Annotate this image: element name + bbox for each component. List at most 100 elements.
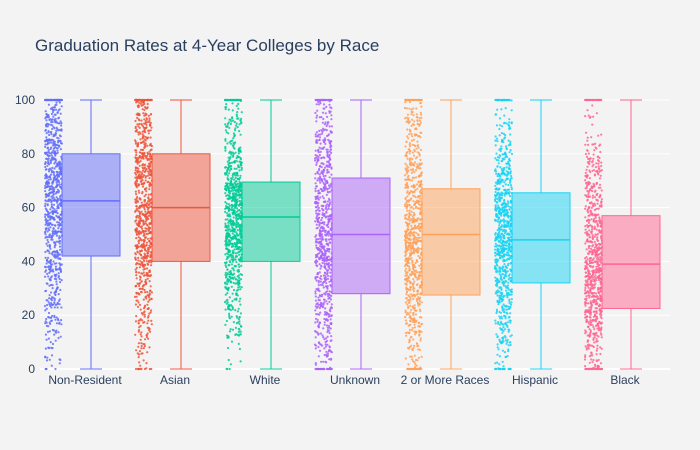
- data-point: [228, 296, 231, 299]
- data-point: [55, 316, 58, 319]
- data-point: [135, 263, 138, 266]
- data-point: [45, 220, 49, 223]
- data-point: [420, 105, 423, 108]
- data-point: [55, 144, 59, 147]
- data-point: [229, 328, 232, 331]
- data-point: [137, 271, 141, 274]
- data-point: [501, 125, 504, 128]
- data-point: [143, 267, 147, 270]
- data-point: [326, 190, 329, 193]
- data-point: [239, 202, 242, 205]
- data-point: [149, 155, 152, 158]
- data-point: [314, 206, 317, 209]
- data-point: [44, 199, 47, 202]
- data-point: [46, 249, 49, 252]
- data-point: [228, 312, 231, 315]
- data-point: [239, 249, 242, 252]
- data-point: [58, 170, 61, 174]
- data-point: [227, 229, 230, 232]
- data-point: [48, 294, 51, 297]
- points-non-resident: [43, 98, 64, 371]
- data-point: [231, 251, 235, 254]
- data-point: [230, 182, 233, 185]
- data-point: [46, 98, 49, 102]
- data-point: [147, 129, 150, 132]
- data-point: [505, 259, 508, 262]
- data-point: [45, 208, 48, 211]
- data-point: [231, 276, 234, 279]
- data-point: [58, 183, 61, 186]
- data-point: [410, 197, 413, 200]
- data-point: [314, 172, 317, 175]
- data-point: [237, 240, 241, 243]
- data-point: [54, 367, 57, 371]
- data-point: [326, 165, 329, 168]
- data-point: [231, 192, 235, 195]
- data-point: [503, 328, 507, 331]
- data-point: [45, 183, 48, 186]
- data-point: [226, 177, 229, 180]
- data-point: [142, 140, 145, 143]
- data-point: [138, 151, 141, 154]
- data-point: [228, 186, 231, 190]
- data-point: [324, 98, 328, 102]
- data-point: [58, 299, 61, 302]
- data-point: [326, 151, 329, 154]
- data-point: [48, 118, 51, 121]
- data-point: [409, 304, 412, 307]
- data-point: [405, 232, 408, 235]
- data-point: [322, 214, 326, 217]
- data-point: [45, 186, 48, 189]
- data-point: [54, 275, 57, 278]
- data-point: [317, 284, 320, 287]
- data-point: [406, 195, 409, 198]
- data-point: [228, 264, 231, 267]
- data-point: [147, 165, 151, 168]
- data-point: [317, 151, 320, 154]
- data-point: [501, 323, 505, 326]
- data-point: [494, 188, 497, 191]
- data-point: [227, 210, 230, 213]
- data-point: [143, 114, 146, 117]
- data-point: [418, 303, 421, 306]
- data-point: [239, 260, 242, 263]
- data-point: [502, 326, 505, 329]
- data-point: [50, 120, 53, 123]
- data-point: [235, 156, 238, 160]
- data-point: [148, 185, 151, 188]
- data-point: [230, 238, 233, 241]
- data-point: [51, 303, 54, 306]
- data-point: [224, 129, 227, 132]
- data-point: [328, 300, 331, 303]
- data-point: [407, 166, 410, 169]
- data-point: [328, 313, 331, 316]
- data-point: [47, 311, 51, 315]
- data-point: [237, 268, 240, 271]
- data-point: [326, 258, 329, 261]
- data-point: [228, 194, 231, 197]
- data-point: [505, 289, 508, 292]
- data-point: [59, 120, 62, 123]
- data-point: [236, 111, 239, 114]
- data-point: [417, 296, 420, 299]
- data-point: [414, 241, 417, 245]
- data-point: [413, 148, 416, 152]
- data-point: [500, 132, 503, 135]
- data-point: [318, 349, 322, 352]
- data-point: [146, 307, 149, 311]
- data-point: [408, 232, 411, 235]
- data-point: [416, 301, 419, 305]
- data-point: [226, 142, 229, 145]
- data-point: [324, 343, 327, 346]
- data-point: [229, 281, 233, 284]
- data-point: [47, 241, 50, 244]
- data-point: [324, 279, 327, 282]
- data-point: [415, 147, 418, 150]
- data-point: [143, 239, 146, 242]
- data-point: [234, 189, 237, 192]
- data-point: [51, 284, 54, 287]
- data-point: [410, 113, 413, 116]
- data-point: [55, 101, 58, 104]
- data-point: [315, 197, 318, 200]
- data-point: [231, 258, 234, 261]
